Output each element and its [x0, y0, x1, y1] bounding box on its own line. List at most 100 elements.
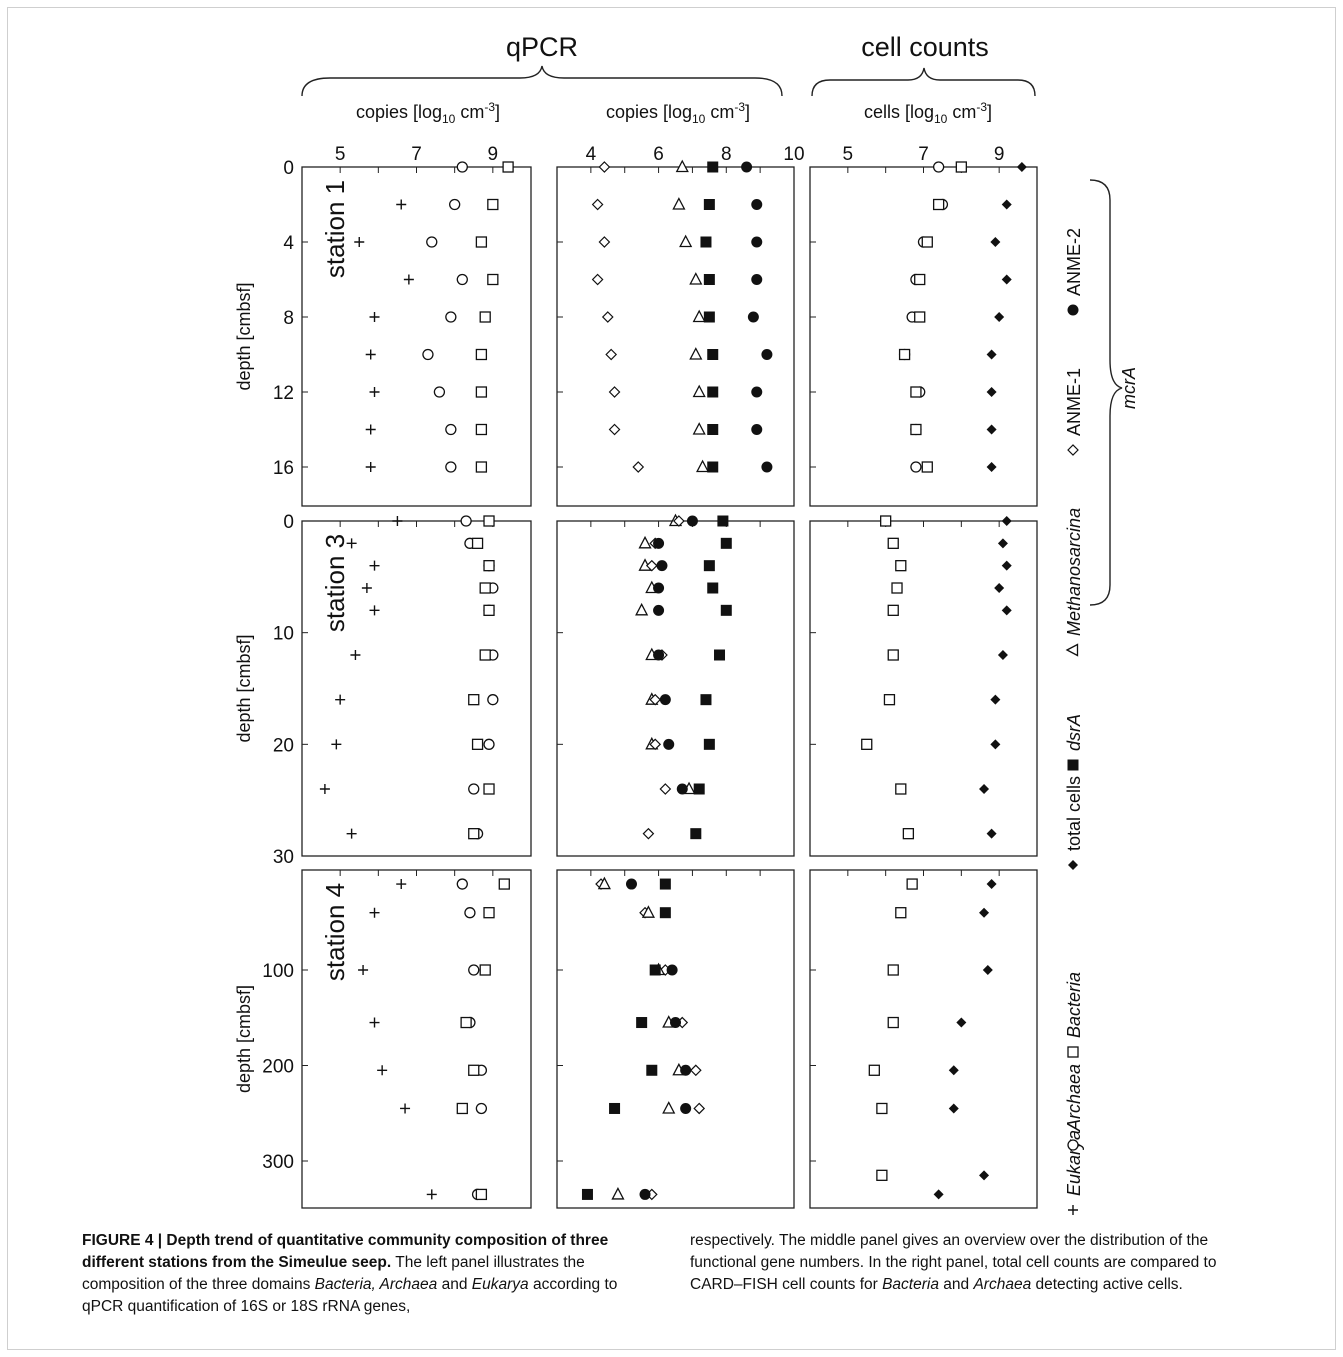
x-tick-label-right: 9	[994, 144, 1005, 165]
group-title-cell-counts: cell counts	[861, 32, 989, 62]
marker-total-cells	[1001, 516, 1012, 526]
marker-anme-2	[751, 236, 763, 248]
marker-bacteria	[895, 907, 907, 919]
marker-bacteria	[902, 828, 915, 840]
marker-bacteria	[883, 694, 896, 706]
panel-frame	[556, 520, 795, 857]
marker-dsrA	[1067, 759, 1079, 771]
marker-eukarya	[369, 560, 380, 571]
marker-anme-1	[649, 693, 662, 706]
marker-bacteria	[475, 461, 488, 473]
marker-archaea	[426, 236, 438, 248]
legend-label: ANME-1	[1064, 368, 1084, 436]
panel-frame	[809, 166, 1038, 507]
panel-frame	[556, 166, 795, 507]
marker-dsrA	[714, 649, 726, 661]
marker-bacteria	[471, 738, 484, 750]
marker-dsrA	[693, 783, 705, 795]
marker-bacteria	[487, 273, 499, 286]
marker-anme-2	[653, 582, 665, 594]
y-axis-label: depth [cmbsf]	[234, 282, 254, 390]
marker-bacteria	[906, 878, 918, 890]
x-tick-label-left: 7	[411, 144, 422, 165]
marker-dsrA	[707, 424, 719, 435]
marker-dsrA	[707, 461, 719, 473]
marker-eukarya	[346, 828, 357, 839]
marker-total-cells	[948, 1065, 959, 1076]
marker-anme-2	[751, 386, 763, 398]
marker-eukarya	[358, 965, 369, 975]
marker-eukarya	[331, 739, 342, 750]
marker-archaea	[468, 964, 480, 976]
marker-eukarya	[396, 199, 407, 210]
marker-bacteria	[471, 537, 484, 549]
marker-eukarya	[361, 583, 372, 593]
marker-anme-2	[663, 738, 675, 750]
group-title-qpcr: qPCR	[506, 32, 578, 62]
marker-bacteria	[475, 348, 488, 361]
marker-methanosarcina	[679, 234, 693, 248]
subtitle-right: cells [log10 cm-3]	[864, 100, 992, 126]
legend-label: dsrA	[1064, 714, 1084, 751]
marker-total-cells	[997, 650, 1008, 660]
marker-anme-1	[659, 783, 672, 795]
marker-dsrA	[707, 582, 719, 594]
y-tick-label: 16	[273, 458, 294, 479]
marker-anme-1	[598, 161, 611, 173]
marker-dsrA	[581, 1188, 593, 1200]
marker-total-cells	[986, 879, 997, 890]
marker-methanosarcina	[641, 905, 655, 918]
marker-bacteria	[460, 1016, 472, 1029]
marker-total-cells	[933, 1189, 944, 1200]
legend-item: total cells	[1064, 776, 1084, 870]
marker-archaea	[468, 783, 480, 795]
subtitle-mid: copies [log10 cm-3]	[606, 100, 750, 126]
marker-bacteria	[468, 828, 480, 840]
marker-total-cells	[986, 424, 997, 435]
marker-archaea	[456, 273, 468, 286]
marker-eukarya	[369, 1017, 380, 1028]
marker-anme-1	[601, 311, 614, 323]
marker-archaea	[445, 423, 457, 436]
marker-bacteria	[479, 964, 491, 976]
y-axis-label: depth [cmbsf]	[234, 634, 254, 742]
marker-methanosarcina	[1065, 643, 1079, 657]
marker-total-cells	[986, 828, 997, 839]
marker-archaea	[1067, 1139, 1079, 1151]
marker-anme-1	[591, 198, 604, 211]
y-tick-label: 30	[273, 847, 294, 868]
marker-anme-2	[751, 199, 763, 210]
marker-bacteria	[876, 1102, 888, 1115]
marker-eukarya	[354, 237, 365, 247]
marker-archaea	[433, 386, 446, 398]
marker-archaea	[449, 198, 461, 211]
marker-total-cells	[956, 1017, 967, 1028]
brace-qpcr	[301, 65, 783, 97]
x-tick-label-mid: 8	[721, 144, 732, 165]
marker-bacteria	[898, 348, 911, 361]
marker-archaea	[464, 907, 476, 919]
x-tick-label-right: 5	[843, 144, 854, 165]
marker-eukarya	[1068, 1205, 1078, 1215]
marker-bacteria	[921, 461, 933, 473]
station-label: station 3	[320, 534, 350, 632]
marker-anme-1	[632, 461, 645, 473]
y-tick-label: 300	[262, 1152, 294, 1173]
y-tick-label: 20	[273, 735, 294, 756]
marker-anme-2	[761, 349, 773, 360]
marker-bacteria	[868, 1064, 880, 1076]
marker-bacteria	[932, 198, 945, 211]
brace-cell-counts	[811, 67, 1036, 97]
marker-eukarya	[369, 312, 380, 322]
legend-item: ANME-2	[1064, 228, 1084, 316]
legend-label: Archaea	[1064, 1064, 1084, 1132]
x-tick-label-mid: 6	[653, 144, 664, 165]
marker-anme-1	[591, 273, 604, 286]
station-label: station 1	[320, 180, 350, 278]
marker-bacteria	[468, 1064, 480, 1076]
marker-bacteria	[955, 161, 967, 173]
marker-archaea	[445, 461, 457, 473]
marker-anme-2	[653, 649, 665, 661]
figure-frame	[7, 7, 1336, 1350]
